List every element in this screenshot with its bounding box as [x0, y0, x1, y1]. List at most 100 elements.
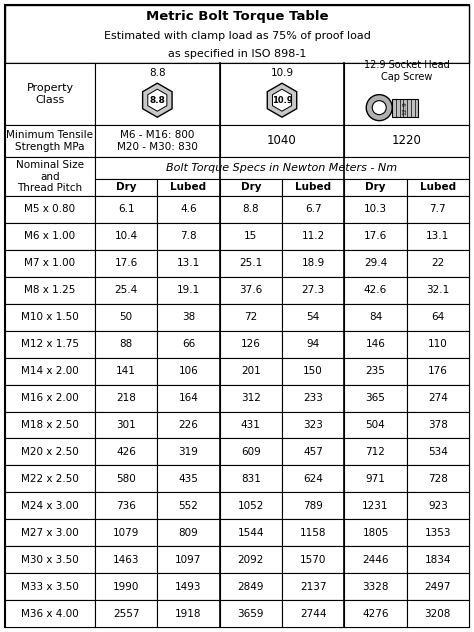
Bar [407, 384, 469, 411]
Text: 64: 64 [431, 312, 445, 322]
Text: 12.9 Socket Head
Cap Screw: 12.9 Socket Head Cap Screw [364, 60, 449, 82]
Text: 1079: 1079 [113, 528, 139, 538]
Text: 426: 426 [116, 447, 136, 457]
Bar [407, 573, 469, 600]
Text: 435: 435 [179, 474, 199, 484]
Bar [282, 304, 344, 331]
Bar [95, 63, 219, 125]
Text: Dry: Dry [365, 183, 386, 193]
Bar [407, 546, 469, 573]
Text: 2849: 2849 [237, 581, 264, 592]
Bar [219, 277, 282, 304]
Text: 146: 146 [365, 339, 385, 349]
Bar [219, 384, 282, 411]
Text: 4.6: 4.6 [180, 205, 197, 214]
Bar [5, 439, 95, 465]
Text: 3659: 3659 [237, 609, 264, 619]
Text: 3328: 3328 [362, 581, 389, 592]
Text: 8.8: 8.8 [149, 68, 165, 78]
Text: 1052: 1052 [237, 501, 264, 511]
Text: 736: 736 [116, 501, 136, 511]
Bar [95, 179, 157, 196]
Bar [344, 331, 407, 358]
Text: 1570: 1570 [300, 555, 327, 564]
Text: M6 - M16: 800
M20 - M30: 830: M6 - M16: 800 M20 - M30: 830 [117, 130, 198, 152]
Text: Estimated with clamp load as 75% of proof load: Estimated with clamp load as 75% of proo… [103, 31, 371, 41]
Bar [344, 465, 407, 492]
Bar [407, 331, 469, 358]
Bar [5, 304, 95, 331]
Text: 141: 141 [116, 366, 136, 376]
Text: Property
Class: Property Class [27, 83, 73, 105]
Text: Lubed: Lubed [420, 183, 456, 193]
Bar [5, 465, 95, 492]
Text: 457: 457 [303, 447, 323, 457]
Text: 12.9: 12.9 [403, 100, 408, 114]
Bar [407, 358, 469, 384]
Bar [344, 520, 407, 546]
Bar [5, 223, 95, 250]
Bar [219, 179, 282, 196]
Text: M12 x 1.75: M12 x 1.75 [21, 339, 79, 349]
Text: 831: 831 [241, 474, 261, 484]
Bar [5, 573, 95, 600]
Text: 2446: 2446 [362, 555, 389, 564]
Text: M6 x 1.00: M6 x 1.00 [25, 231, 75, 241]
Bar [344, 358, 407, 384]
Bar [157, 573, 219, 600]
Bar [95, 250, 157, 277]
Bar [5, 157, 95, 196]
Bar [282, 546, 344, 573]
Text: 1990: 1990 [113, 581, 139, 592]
Bar [219, 546, 282, 573]
Bar [344, 411, 407, 439]
Text: 10.3: 10.3 [364, 205, 387, 214]
Text: 10.9: 10.9 [271, 68, 293, 78]
Bar [282, 520, 344, 546]
Text: 378: 378 [428, 420, 448, 430]
Text: 1158: 1158 [300, 528, 327, 538]
Text: 274: 274 [428, 393, 448, 403]
Bar [344, 250, 407, 277]
Bar [95, 277, 157, 304]
Text: 580: 580 [116, 474, 136, 484]
Text: 2137: 2137 [300, 581, 327, 592]
Circle shape [372, 100, 386, 114]
Bar [157, 492, 219, 520]
Bar [282, 439, 344, 465]
Bar [344, 125, 469, 157]
Bar [157, 384, 219, 411]
Text: 22: 22 [431, 258, 445, 269]
Bar [282, 384, 344, 411]
Text: Metric Bolt Torque Table: Metric Bolt Torque Table [146, 9, 328, 23]
Text: 2092: 2092 [237, 555, 264, 564]
Bar [407, 250, 469, 277]
Text: 84: 84 [369, 312, 382, 322]
Bar [219, 520, 282, 546]
Bar [219, 196, 282, 223]
Text: M10 x 1.50: M10 x 1.50 [21, 312, 79, 322]
Bar [407, 223, 469, 250]
Bar [407, 520, 469, 546]
Text: 6.1: 6.1 [118, 205, 135, 214]
Text: 712: 712 [365, 447, 385, 457]
Bar [344, 223, 407, 250]
Bar [95, 573, 157, 600]
Text: 1353: 1353 [425, 528, 451, 538]
Bar [157, 304, 219, 331]
Bar [344, 179, 407, 196]
Text: Dry: Dry [116, 183, 137, 193]
Bar [407, 196, 469, 223]
Text: 17.6: 17.6 [115, 258, 138, 269]
Bar [219, 465, 282, 492]
Bar [95, 384, 157, 411]
Text: 6.7: 6.7 [305, 205, 321, 214]
Bar [282, 223, 344, 250]
Bar [282, 573, 344, 600]
Bar [95, 196, 157, 223]
Bar [282, 600, 344, 627]
Text: M16 x 2.00: M16 x 2.00 [21, 393, 79, 403]
Text: 66: 66 [182, 339, 195, 349]
Bar [219, 600, 282, 627]
Text: 1805: 1805 [362, 528, 389, 538]
